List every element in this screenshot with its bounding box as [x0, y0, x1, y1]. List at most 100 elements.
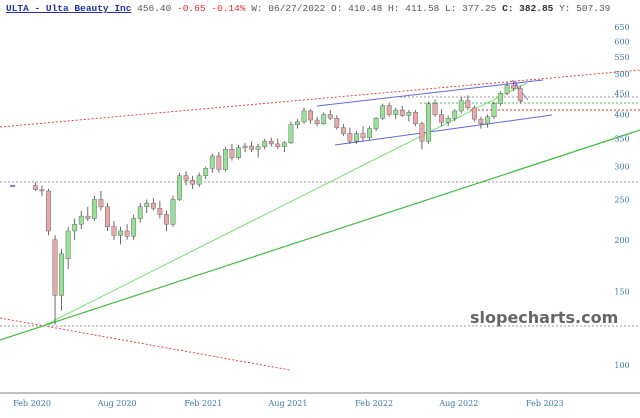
candle-body: [517, 88, 523, 101]
candle-body: [249, 145, 254, 150]
candle: [32, 182, 38, 191]
candle-body: [59, 253, 64, 296]
candle: [196, 172, 202, 187]
candle-body: [177, 175, 182, 200]
candle: [78, 210, 84, 230]
price-change: -0.65: [177, 3, 206, 14]
x-tick-label: Feb 2023: [526, 399, 564, 408]
candle: [288, 121, 294, 144]
candle: [413, 110, 418, 127]
candle: [393, 107, 399, 120]
candle: [170, 195, 176, 227]
candle-body: [511, 85, 517, 89]
candle: [367, 126, 372, 140]
green-steep-trendline: [44, 82, 528, 326]
candle-body: [268, 141, 274, 145]
bar-date: W: 06/27/2022: [251, 3, 326, 14]
candle-body: [131, 218, 137, 237]
candle: [419, 121, 425, 150]
candle-body: [281, 142, 287, 147]
symbol-link[interactable]: ULTA - Ulta Beauty Inc: [6, 3, 132, 14]
candle: [98, 190, 104, 211]
candle-body: [216, 155, 222, 170]
candle: [432, 99, 438, 117]
candle-body: [478, 118, 484, 125]
quote-header: ULTA - Ulta Beauty Inc 456.40 -0.65 -0.1…: [6, 3, 610, 14]
candle: [177, 172, 182, 201]
candle: [268, 137, 274, 147]
candle-body: [308, 110, 313, 121]
candle-body: [52, 239, 58, 296]
candle-body: [465, 100, 471, 109]
candle-body: [157, 208, 163, 215]
candle: [222, 146, 228, 172]
candle: [498, 91, 503, 106]
candle: [183, 171, 189, 186]
candle-body: [39, 189, 45, 192]
candle: [399, 105, 405, 117]
candle: [249, 141, 254, 153]
candle-body: [170, 199, 176, 225]
y-tick-label: 250: [614, 195, 629, 204]
bar-high: H: 411.58: [388, 3, 440, 14]
candle: [327, 110, 333, 121]
candle: [190, 175, 196, 189]
candle: [504, 82, 510, 96]
x-tick-label: Feb 2021: [184, 399, 222, 408]
candle: [354, 131, 359, 144]
y-tick-label: 100: [614, 361, 629, 370]
y-tick-label: 300: [614, 163, 629, 172]
candle: [373, 116, 379, 132]
candle-body: [229, 149, 235, 158]
candle: [262, 138, 268, 150]
candle-body: [452, 110, 458, 119]
candle: [445, 115, 451, 127]
candle: [52, 235, 58, 325]
candle-body: [32, 185, 38, 190]
bar-close: C: 382.85: [502, 3, 554, 14]
candle: [111, 220, 117, 240]
blue-channel-lower: [334, 114, 553, 146]
x-tick-label: Aug 2022: [438, 399, 478, 408]
candle: [203, 166, 209, 179]
candle: [105, 203, 110, 231]
candle: [124, 224, 130, 240]
x-tick-label: Aug 2020: [97, 399, 137, 408]
candle: [242, 142, 248, 153]
candle-body: [334, 117, 340, 128]
bar-y: Y: 507.39: [559, 3, 611, 14]
y-tick-label: 450: [614, 89, 629, 98]
candle: [314, 116, 320, 127]
candle-body: [347, 133, 353, 142]
candle-body: [72, 224, 78, 232]
green-long-trendline: [0, 129, 640, 341]
candle: [452, 109, 458, 122]
candle-body: [46, 190, 51, 232]
candle-body: [504, 85, 510, 94]
candle: [301, 107, 307, 124]
candle: [458, 97, 464, 114]
candle: [137, 203, 143, 223]
candle: [91, 195, 97, 221]
candle: [406, 110, 412, 122]
candle-body: [445, 117, 451, 123]
candle-body: [439, 114, 445, 123]
candle: [380, 103, 386, 121]
candle: [164, 210, 169, 231]
y-tick-label: 500: [614, 70, 629, 79]
candle-body: [327, 114, 333, 119]
drawn-lines: [0, 69, 640, 371]
candle-body: [262, 141, 268, 147]
candle-body: [105, 206, 110, 227]
y-tick-label: 200: [614, 236, 629, 245]
candle-body: [91, 199, 97, 219]
candle: [59, 249, 64, 311]
candle-body: [367, 128, 372, 138]
candle: [308, 109, 313, 124]
bar-low: L: 377.25: [445, 3, 497, 14]
candle-body: [242, 145, 248, 148]
candle: [236, 144, 241, 160]
candle: [334, 115, 340, 130]
x-tick-label: Feb 2020: [13, 399, 51, 408]
